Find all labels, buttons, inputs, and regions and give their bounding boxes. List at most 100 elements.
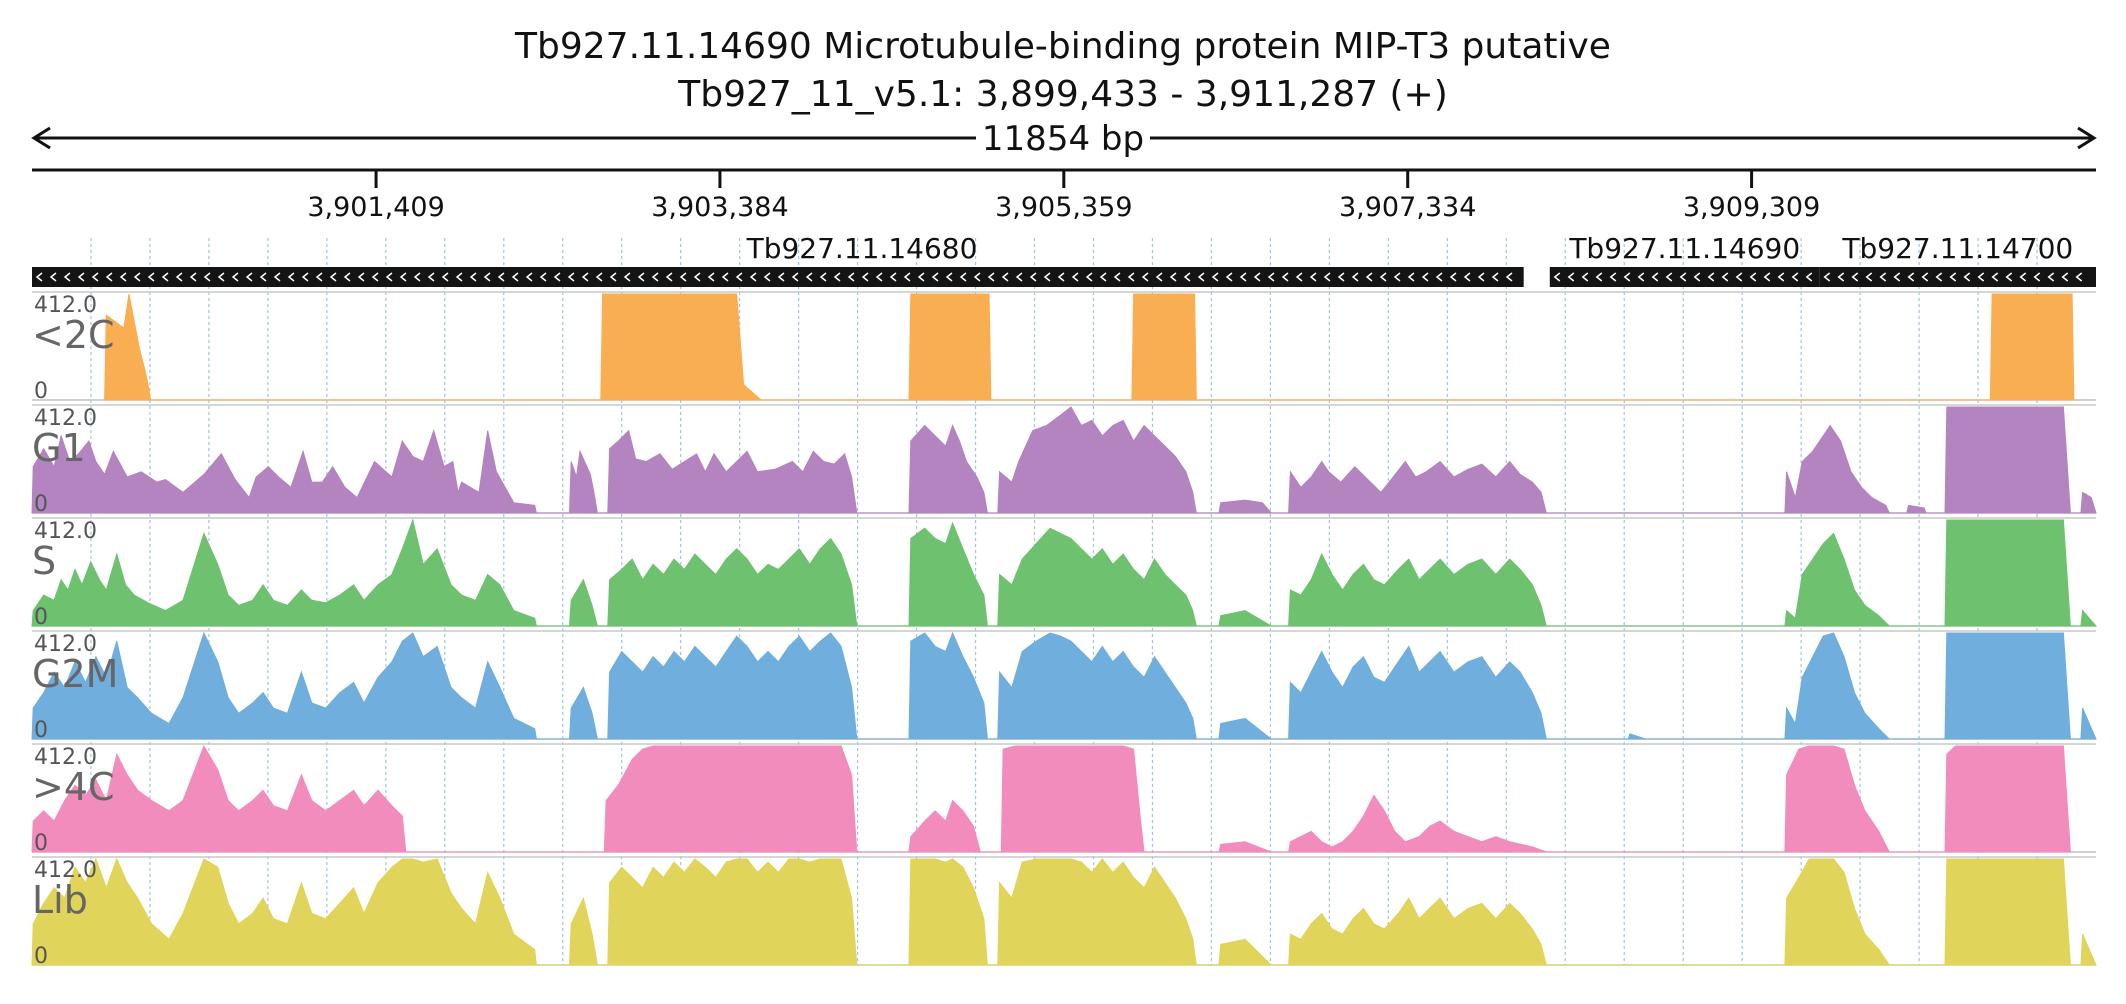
- gene-strand-arrow: [735, 272, 743, 282]
- gene-strand-arrow: [119, 272, 127, 282]
- track-min-label-5: 0: [34, 944, 48, 969]
- gene-strand-arrow: [1977, 272, 1985, 282]
- gene-strand-arrow: [1253, 272, 1261, 282]
- gene-strand-arrow: [1491, 272, 1499, 282]
- span-arrow-left: [31, 126, 51, 150]
- track-max-label-2: 412.0: [34, 519, 97, 544]
- gene-strand-arrow: [1365, 272, 1373, 282]
- gene-strand-arrow: [77, 272, 85, 282]
- gene-strand-arrow: [1043, 272, 1051, 282]
- gene-strand-arrow: [441, 272, 449, 282]
- gene-strand-arrow: [1893, 272, 1901, 282]
- gene-strand-arrow: [1735, 272, 1743, 282]
- gene-strand-arrow: [245, 272, 253, 282]
- gene-strand-arrow: [1113, 272, 1121, 282]
- gene-strand-arrow: [777, 272, 785, 282]
- gene-strand-arrow: [469, 272, 477, 282]
- gene-strand-arrow: [1609, 272, 1617, 282]
- gene-strand-arrow: [707, 272, 715, 282]
- gene-strand-arrow: [1071, 272, 1079, 282]
- span-label: 11854 bp: [982, 119, 1144, 159]
- gene-strand-arrow: [1865, 272, 1873, 282]
- gene-strand-arrow: [1949, 272, 1957, 282]
- gene-strand-arrow: [301, 272, 309, 282]
- gene-strand-arrow: [1225, 272, 1233, 282]
- gene-strand-arrow: [1141, 272, 1149, 282]
- track-area-5: [31, 857, 2097, 966]
- track-min-label-3: 0: [34, 718, 48, 743]
- track-name-0: <2C: [32, 313, 115, 357]
- gene-strand-arrow: [875, 272, 883, 282]
- track-area-4: [31, 744, 2071, 853]
- gene-label-1[interactable]: Tb927.11.14690: [1568, 232, 1800, 265]
- gene-strand-arrow: [1309, 272, 1317, 282]
- track-max-label-1: 412.0: [34, 406, 97, 431]
- gene-strand-arrow: [1721, 272, 1729, 282]
- genomic-location: Tb927_11_v5.1: 3,899,433 - 3,911,287 (+): [677, 74, 1448, 115]
- gene-strand-arrow: [1693, 272, 1701, 282]
- gene-strand-arrow: [1057, 272, 1065, 282]
- gene-strand-arrow: [931, 272, 939, 282]
- gene-strand-arrow: [847, 272, 855, 282]
- gene-strand-arrow: [1379, 272, 1387, 282]
- gene-strand-arrow: [2005, 272, 2013, 282]
- gene-strand-arrow: [1777, 272, 1785, 282]
- gene-strand-arrow: [1463, 272, 1471, 282]
- gene-strand-arrow: [91, 272, 99, 282]
- gene-strand-arrow: [273, 272, 281, 282]
- gene-strand-arrow: [721, 272, 729, 282]
- gene-strand-arrow: [399, 272, 407, 282]
- track-max-label-0: 412.0: [34, 293, 97, 318]
- gene-title: Tb927.11.14690 Microtubule-binding prote…: [514, 26, 1611, 67]
- track-min-label-2: 0: [34, 605, 48, 630]
- gene-strand-arrow: [1935, 272, 1943, 282]
- gene-strand-arrow: [693, 272, 701, 282]
- gene-strand-arrow: [595, 272, 603, 282]
- gene-strand-arrow: [63, 272, 71, 282]
- gene-strand-arrow: [945, 272, 953, 282]
- gene-strand-arrow: [1907, 272, 1915, 282]
- gene-strand-arrow: [231, 272, 239, 282]
- gene-strand-arrow: [1127, 272, 1135, 282]
- gene-strand-arrow: [987, 272, 995, 282]
- gene-strand-arrow: [1581, 272, 1589, 282]
- gene-strand-arrow: [147, 272, 155, 282]
- track-area-1: [31, 406, 2097, 514]
- track-max-label-5: 412.0: [34, 858, 97, 883]
- gene-strand-arrow: [1085, 272, 1093, 282]
- gene-strand-arrow: [1211, 272, 1219, 282]
- gene-strand-arrow: [49, 272, 57, 282]
- gene-strand-arrow: [133, 272, 141, 282]
- gene-strand-arrow: [1029, 272, 1037, 282]
- gene-strand-arrow: [1851, 272, 1859, 282]
- gene-strand-arrow: [567, 272, 575, 282]
- gene-label-2[interactable]: Tb927.11.14700: [1841, 232, 2073, 265]
- gene-strand-arrow: [203, 272, 211, 282]
- gene-strand-arrow: [553, 272, 561, 282]
- gene-strand-arrow: [1323, 272, 1331, 282]
- gene-strand-arrow: [1001, 272, 1009, 282]
- track-area-2: [31, 518, 2098, 627]
- gene-strand-arrow: [637, 272, 645, 282]
- gene-strand-arrow: [1823, 272, 1831, 282]
- track-min-label-4: 0: [34, 831, 48, 856]
- track-name-3: G2M: [32, 652, 118, 696]
- gene-strand-arrow: [1267, 272, 1275, 282]
- gene-strand-arrow: [1879, 272, 1887, 282]
- axis-tick-label-3: 3,907,334: [1339, 192, 1476, 223]
- gene-strand-arrow: [1707, 272, 1715, 282]
- track-max-label-4: 412.0: [34, 745, 97, 770]
- gene-bar-2[interactable]: [1819, 267, 2096, 287]
- gene-strand-arrow: [903, 272, 911, 282]
- gene-strand-arrow: [791, 272, 799, 282]
- gene-strand-arrow: [1337, 272, 1345, 282]
- gene-bar-1[interactable]: [1549, 267, 1820, 287]
- gene-strand-arrow: [623, 272, 631, 282]
- gene-strand-arrow: [1837, 272, 1845, 282]
- gene-label-0[interactable]: Tb927.11.14680: [746, 232, 978, 265]
- gene-strand-arrow: [1595, 272, 1603, 282]
- gene-strand-arrow: [371, 272, 379, 282]
- track-area-3: [31, 631, 2097, 740]
